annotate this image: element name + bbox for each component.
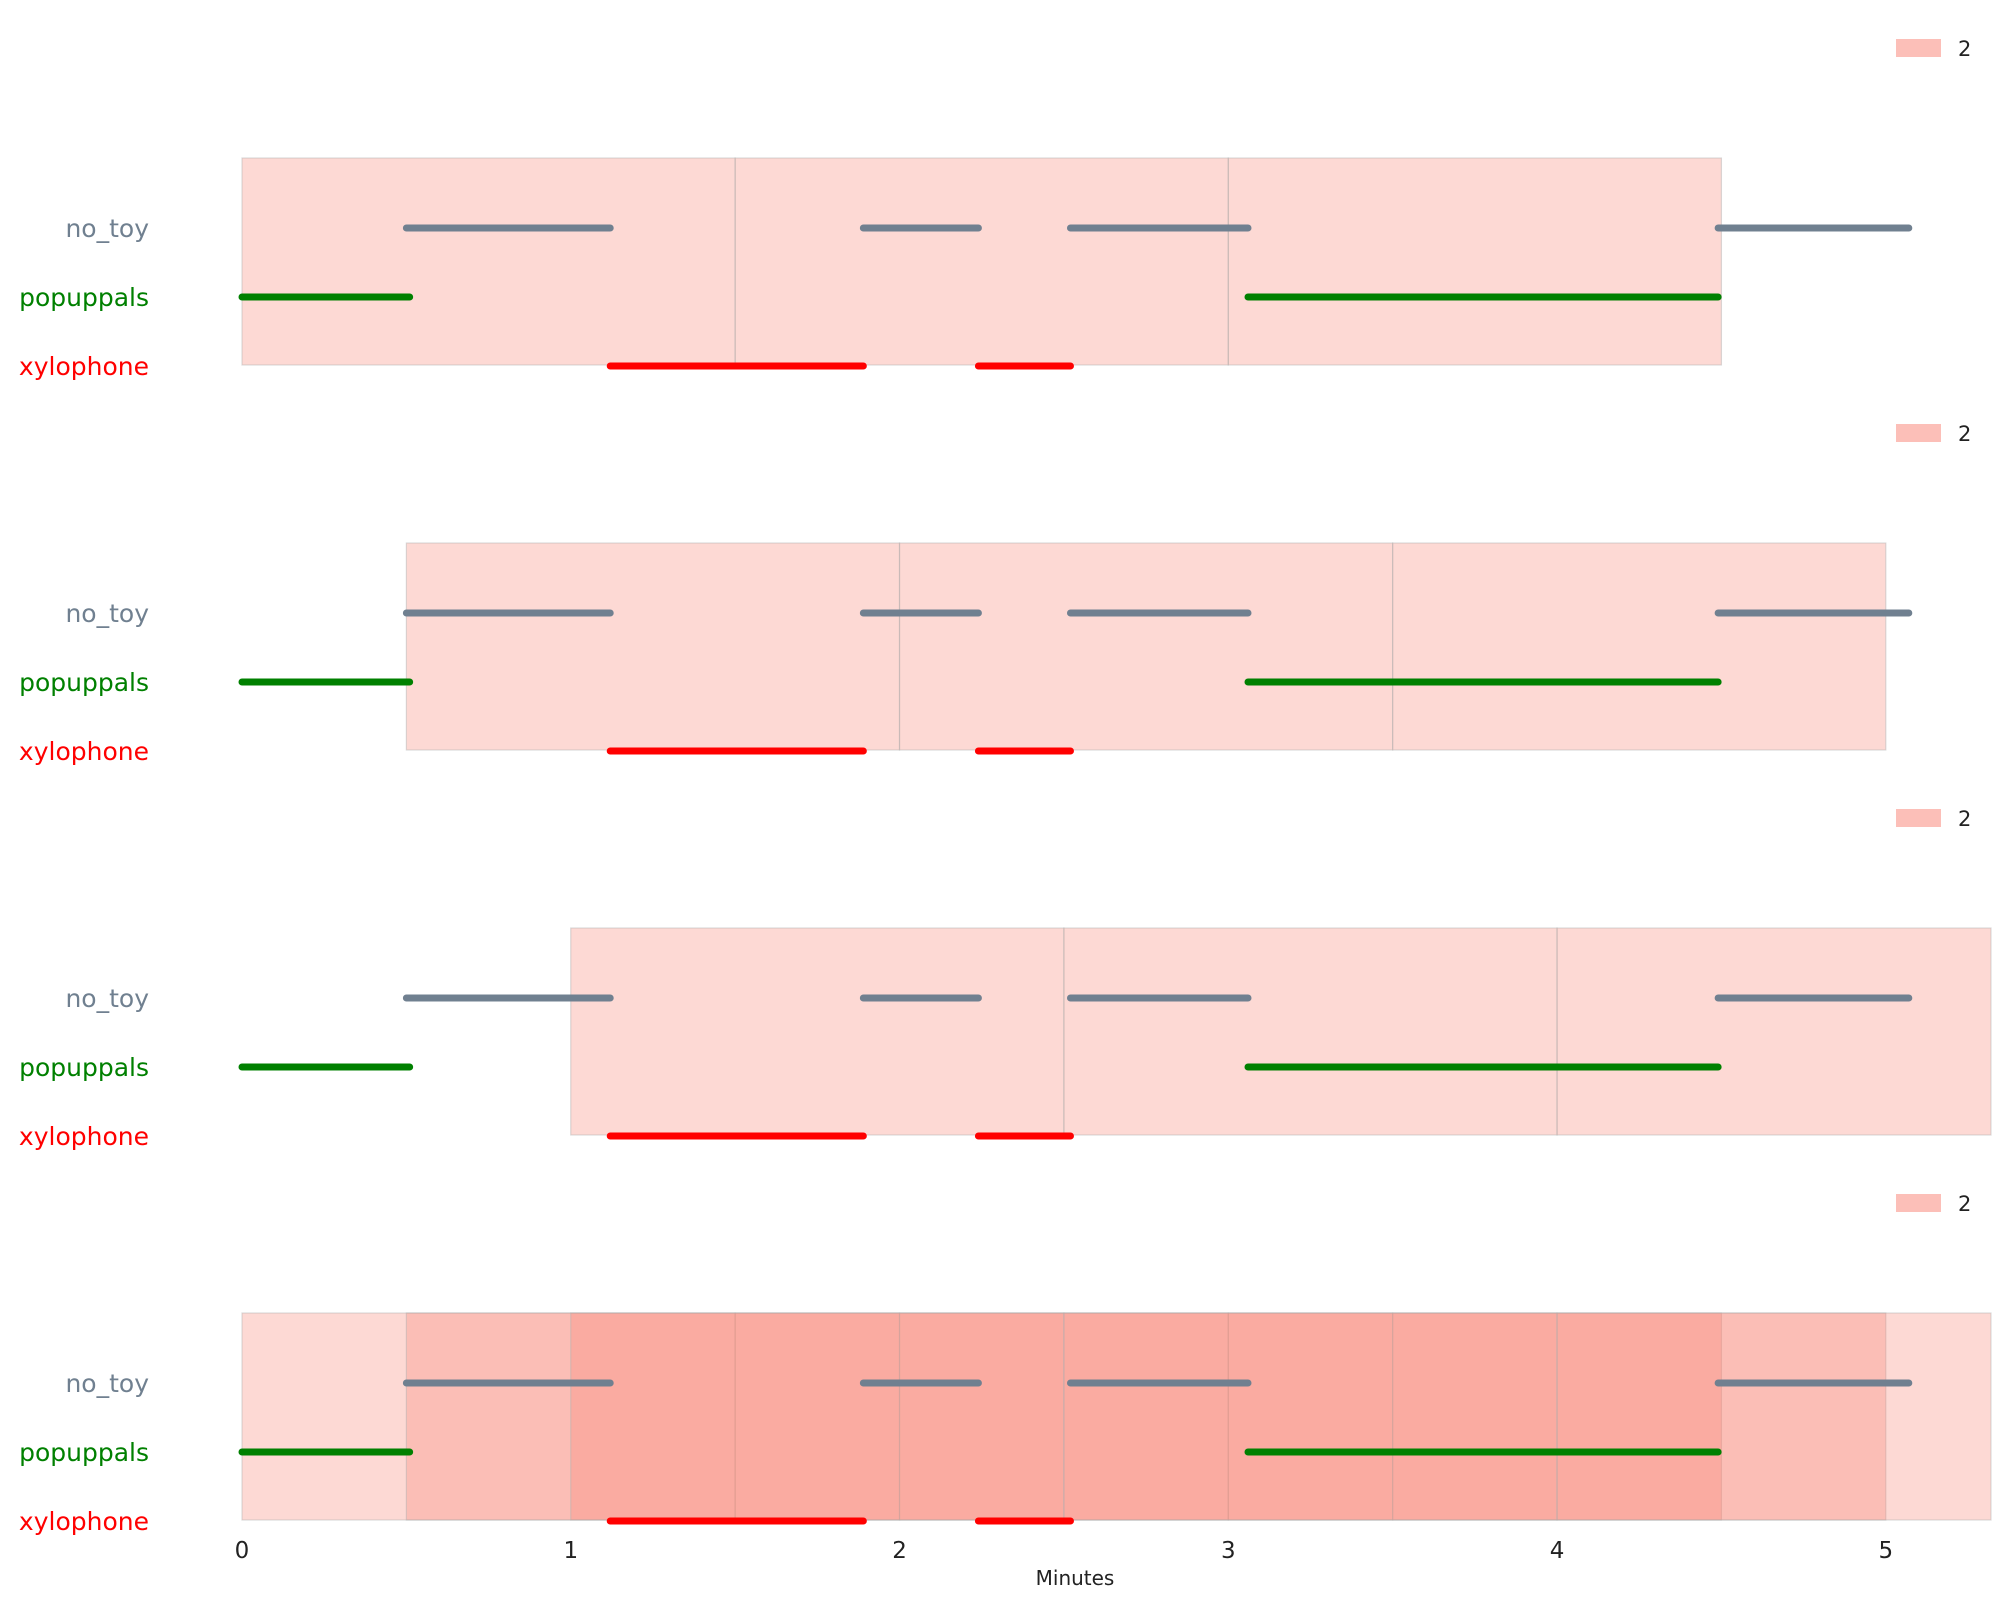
window-rect — [1392, 542, 1887, 751]
legend-swatch — [1896, 1194, 1941, 1212]
category-label-no_toy: no_toy — [65, 214, 149, 243]
window-rect — [1063, 927, 1558, 1136]
window-rect — [734, 1312, 1229, 1521]
window-rect — [241, 1312, 736, 1521]
x-tick-label: 2 — [892, 1538, 907, 1564]
x-tick-label: 5 — [1878, 1538, 1893, 1564]
window-rect — [405, 1312, 901, 1521]
window-rect — [241, 157, 736, 366]
window-rect — [570, 927, 1065, 1136]
window-rect — [1063, 1312, 1558, 1521]
window-rect — [898, 542, 1394, 751]
legend-swatch — [1896, 39, 1941, 57]
category-label-xylophone: xylophone — [19, 1507, 149, 1536]
timeline-panel-1: no_toy popuppals xylophone 2 — [19, 37, 1971, 381]
window-rect — [734, 157, 1229, 366]
x-axis: 0 1 2 3 4 5 Minutes — [235, 1538, 1893, 1590]
window-rect — [1227, 1312, 1723, 1521]
window-rect — [570, 1312, 1065, 1521]
legend-label: 2 — [1958, 1192, 1971, 1216]
x-tick-label: 1 — [563, 1538, 578, 1564]
x-tick-label: 3 — [1221, 1538, 1236, 1564]
legend-label: 2 — [1958, 422, 1971, 446]
x-axis-label: Minutes — [1036, 1566, 1115, 1590]
window-rect — [1227, 157, 1723, 366]
timeline-panel-2: no_toy popuppals xylophone 2 — [19, 422, 1971, 766]
window-rect — [1556, 927, 1992, 1136]
category-label-popuppals: popuppals — [19, 283, 149, 312]
legend-swatch — [1896, 809, 1941, 827]
window-rect — [1392, 1312, 1887, 1521]
category-label-xylophone: xylophone — [19, 737, 149, 766]
category-label-no_toy: no_toy — [65, 984, 149, 1013]
legend-label: 2 — [1958, 37, 1971, 61]
category-label-no_toy: no_toy — [65, 1369, 149, 1398]
category-label-xylophone: xylophone — [19, 1122, 149, 1151]
window-rect — [405, 542, 901, 751]
x-tick-label: 0 — [235, 1538, 250, 1564]
timeline-panel-3: no_toy popuppals xylophone 2 — [19, 807, 1992, 1151]
category-label-xylophone: xylophone — [19, 352, 149, 381]
timeline-panel-4: no_toy popuppals xylophone 2 — [19, 1192, 1992, 1536]
category-label-popuppals: popuppals — [19, 1438, 149, 1467]
category-label-no_toy: no_toy — [65, 599, 149, 628]
legend-label: 2 — [1958, 807, 1971, 831]
category-label-popuppals: popuppals — [19, 1053, 149, 1082]
window-rect — [898, 1312, 1394, 1521]
window-rect — [1556, 1312, 1992, 1521]
x-tick-label: 4 — [1550, 1538, 1565, 1564]
legend-swatch — [1896, 424, 1941, 442]
category-label-popuppals: popuppals — [19, 668, 149, 697]
